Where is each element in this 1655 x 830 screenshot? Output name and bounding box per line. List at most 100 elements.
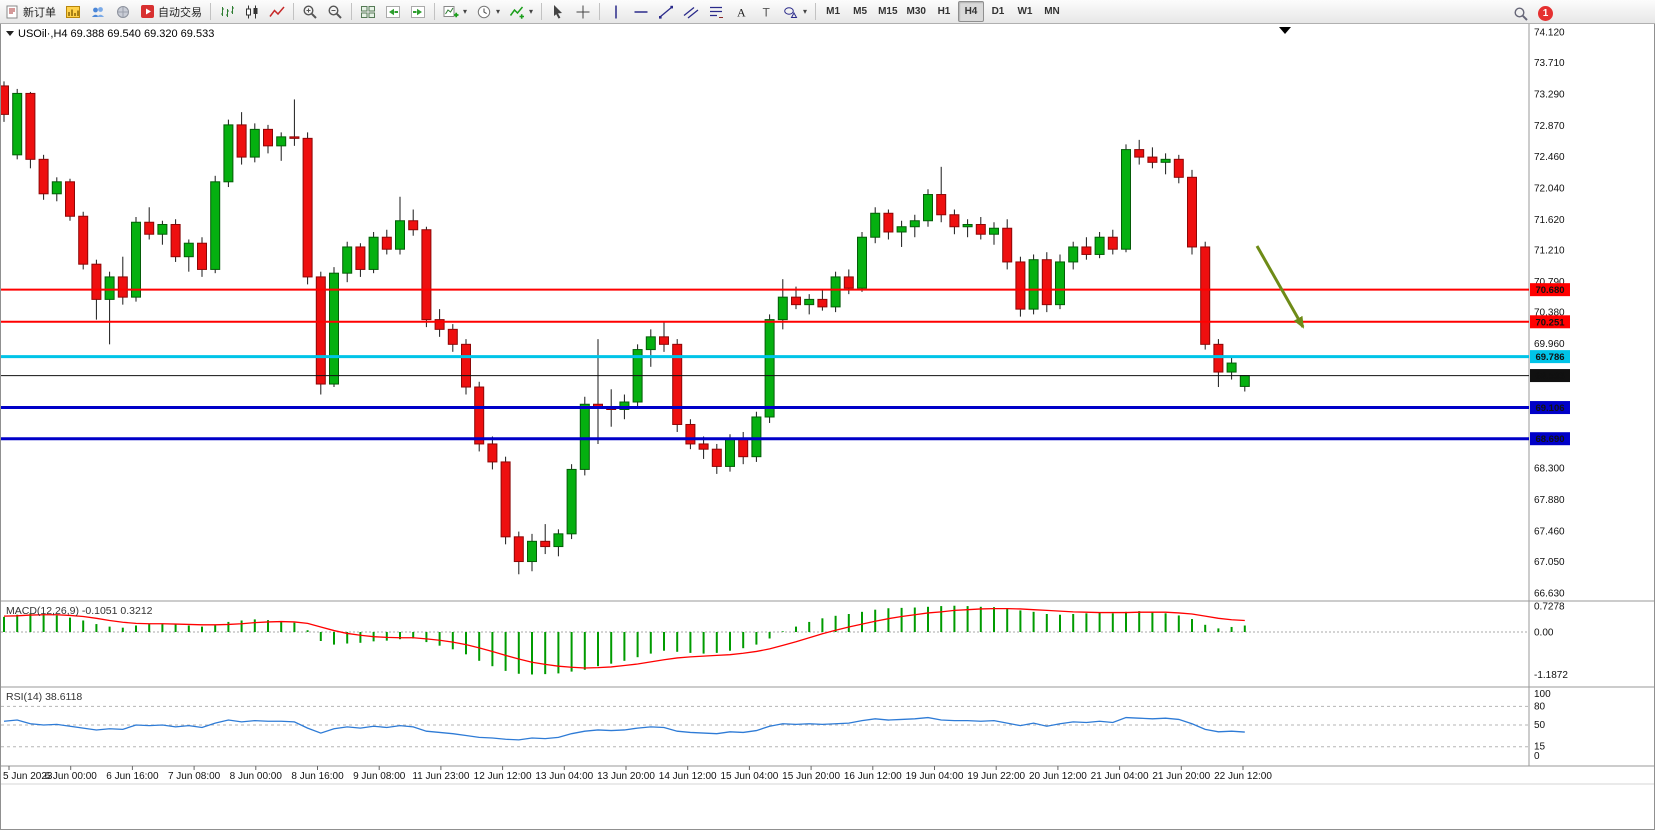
experts-button[interactable]: [86, 1, 110, 22]
price-badge: [1530, 283, 1570, 297]
chart-shift-button[interactable]: [381, 1, 405, 22]
scroll-anchor-icon[interactable]: [1279, 27, 1291, 34]
toolbar-separator: [599, 3, 601, 20]
indicators-button[interactable]: ▾: [505, 1, 537, 22]
candle-body: [197, 242, 207, 270]
candle-body: [461, 343, 471, 388]
periods-button[interactable]: ▾: [472, 1, 504, 22]
channel-button[interactable]: [679, 1, 703, 22]
candle-body: [962, 223, 973, 228]
auto-trading-label: 自动交易: [158, 6, 202, 19]
candle-body: [131, 221, 141, 298]
time-axis-label: 14 Jun 12:00: [659, 771, 717, 782]
timeframe-button-h1[interactable]: H1: [931, 1, 957, 22]
candle-body: [1002, 227, 1013, 263]
candle-body: [500, 461, 511, 538]
search-button[interactable]: [1512, 3, 1530, 24]
time-axis-label: 21 Jun 04:00: [1091, 771, 1149, 782]
crosshair-button[interactable]: [571, 1, 595, 22]
horizontal-line-icon: [634, 10, 648, 13]
toolbar-separator: [293, 3, 294, 20]
timeframe-button-m30[interactable]: M30: [903, 1, 930, 22]
candle-body: [117, 276, 128, 298]
candle-body: [1121, 149, 1131, 250]
toolbar-separator: [541, 3, 543, 20]
notification-badge[interactable]: 1: [1538, 6, 1553, 21]
price-axis-label: 67.460: [1534, 526, 1565, 537]
rsi-axis-label: 15: [1534, 742, 1546, 753]
chevron-down-icon: ▾: [496, 7, 501, 16]
candle-body: [1055, 261, 1065, 306]
candle-body: [513, 536, 524, 563]
candle-body: [342, 246, 353, 274]
candle-body: [315, 276, 326, 385]
label-tool-button[interactable]: T: [754, 1, 778, 22]
trendline-button[interactable]: [654, 1, 678, 22]
cursor-button[interactable]: [546, 1, 570, 22]
candle-body: [896, 226, 907, 233]
toolbar-right-cluster: 1: [1512, 3, 1553, 24]
toolbar-separator: [351, 3, 352, 20]
candle-body: [183, 242, 194, 258]
price-axis-label: 67.880: [1534, 495, 1565, 506]
search-icon: [1514, 6, 1528, 21]
candle-body: [329, 272, 339, 385]
new-chart-button[interactable]: ▾: [439, 1, 471, 22]
candles-layer[interactable]: [1, 81, 1250, 575]
timeframe-button-m1[interactable]: M1: [820, 1, 846, 22]
timeframe-button-h4[interactable]: H4: [957, 1, 984, 22]
timeframe-button-mn[interactable]: MN: [1039, 1, 1065, 22]
price-badge-label: 70.680: [1535, 285, 1564, 296]
rsi-layer: [1, 705, 1529, 748]
price-axis-label: 66.630: [1534, 589, 1565, 600]
terminal-button[interactable]: [61, 1, 85, 22]
candlestick-button[interactable]: [240, 1, 264, 22]
price-badge-label: 70.251: [1535, 317, 1565, 328]
candle-body: [421, 229, 432, 321]
annotation-arrow[interactable]: [1255, 245, 1305, 329]
timeframe-button-w1[interactable]: W1: [1012, 1, 1038, 22]
main-toolbar: 新订单 自动交易 ▾ ▾: [0, 0, 1655, 24]
candle-body: [1107, 236, 1118, 250]
new-order-label: 新订单: [23, 6, 56, 19]
alerts-button[interactable]: [111, 1, 135, 22]
tile-windows-icon: [361, 5, 375, 18]
candle-body: [78, 215, 89, 265]
zoom-out-button[interactable]: [323, 1, 347, 22]
chevron-down-icon: ▾: [803, 7, 808, 16]
candle-body: [91, 263, 102, 300]
shapes-button[interactable]: ▾: [779, 1, 811, 22]
timeframe-button-m5[interactable]: M5: [847, 1, 873, 22]
horizontal-line-button[interactable]: [629, 1, 653, 22]
bar-chart-button[interactable]: [215, 1, 239, 22]
rsi-line: [3, 716, 1245, 741]
text-tool-button[interactable]: A: [729, 1, 753, 22]
zoom-in-button[interactable]: [298, 1, 322, 22]
cursor-icon: [554, 4, 563, 19]
chart-canvas[interactable]: 74.120 73.710 73.290 72.870 72.460 72.040 71.6…: [1, 24, 1654, 828]
rsi-axis-label: 0: [1534, 751, 1540, 762]
candle-body: [672, 343, 683, 425]
auto-trading-button[interactable]: 自动交易: [136, 1, 206, 22]
timeframe-button-d1[interactable]: D1: [985, 1, 1011, 22]
candle-body: [817, 298, 828, 308]
auto-scroll-button[interactable]: [406, 1, 430, 22]
symbol-dropdown-icon[interactable]: [6, 31, 14, 36]
vertical-line-button[interactable]: [604, 1, 628, 22]
candle-body: [659, 336, 669, 345]
toolbar-separator: [815, 3, 817, 20]
line-chart-button[interactable]: [265, 1, 289, 22]
price-badge: [1530, 315, 1570, 329]
new-order-button[interactable]: 新订单: [2, 1, 60, 22]
candlestick-icon: [246, 5, 258, 18]
price-axis-label: 71.620: [1534, 215, 1565, 226]
candle-body: [830, 276, 841, 308]
timeframe-button-m15[interactable]: M15: [874, 1, 901, 22]
clock-icon: [477, 5, 491, 18]
tile-windows-button[interactable]: [356, 1, 380, 22]
price-axis-label: 71.210: [1534, 245, 1565, 256]
candle-body: [276, 136, 287, 147]
fibonacci-button[interactable]: [704, 1, 728, 22]
candle-body: [1081, 246, 1092, 255]
candle-body: [434, 319, 445, 330]
